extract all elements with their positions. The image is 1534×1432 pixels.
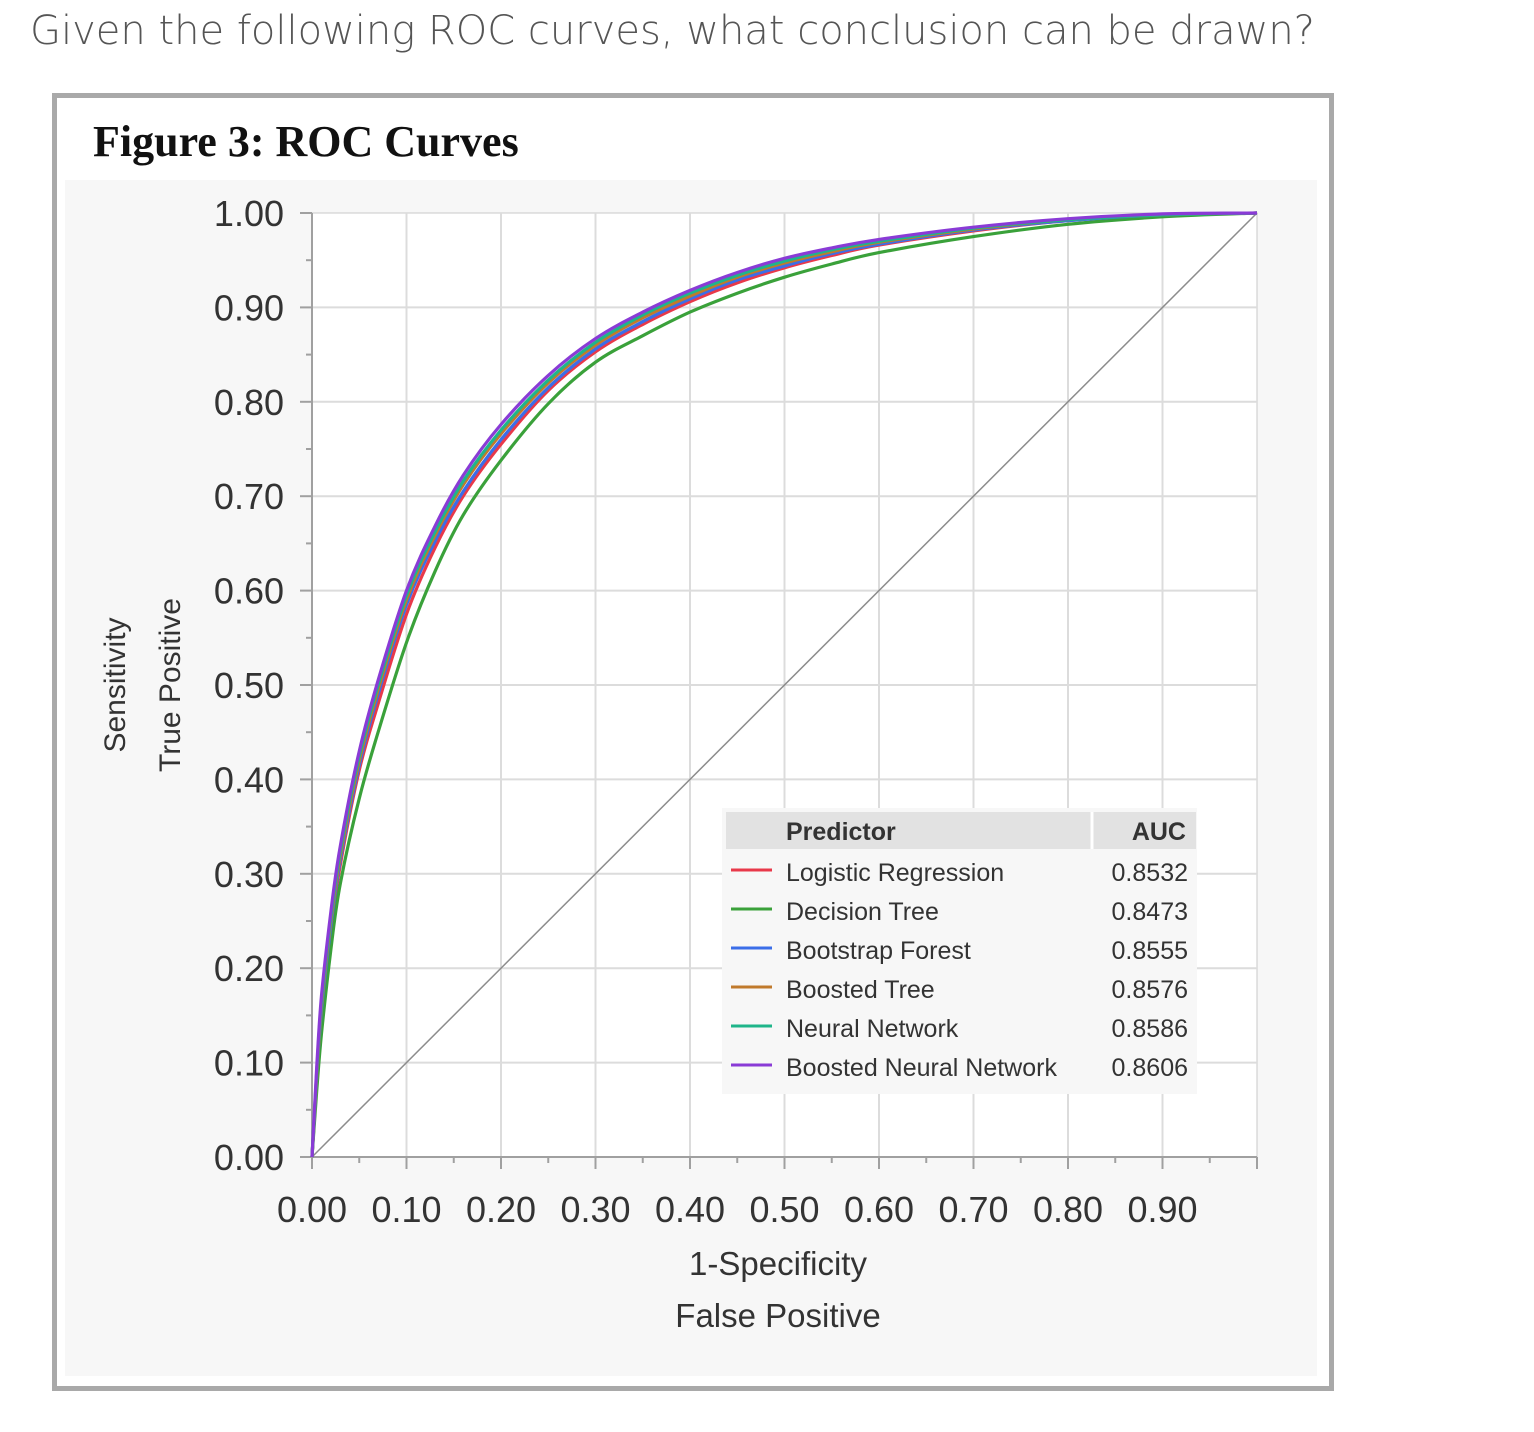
y-tick-label: 0.60 <box>214 571 284 612</box>
x-tick-label: 0.90 <box>1127 1189 1197 1230</box>
legend-predictor-name: Bootstrap Forest <box>786 937 971 965</box>
y-axis-label-true-positive: True Positive <box>154 598 187 772</box>
legend-rows: Logistic Regression 0.8532 Decision Tree 0.… <box>731 859 1188 1082</box>
y-tick-label: 0.50 <box>214 665 284 706</box>
question-text: Given the following ROC curves, what con… <box>30 8 1315 54</box>
roc-curves <box>310 211 1258 1158</box>
roc-curve-decision-tree <box>310 211 1258 1158</box>
legend-auc-value: 0.8576 <box>1112 976 1188 1004</box>
y-tick-labels: 0.00 0.10 0.20 0.30 0.40 0.50 0.60 0.70 0.80 0.90… <box>214 193 284 1178</box>
legend-auc-value: 0.8586 <box>1112 1015 1188 1043</box>
legend-auc-value: 0.8532 <box>1112 859 1188 887</box>
x-tick-label: 0.70 <box>938 1189 1008 1230</box>
x-tick-labels: 0.00 0.10 0.20 0.30 0.40 0.50 0.60 0.70 0.80 0.90 <box>277 1189 1198 1230</box>
x-tick-label: 0.50 <box>749 1189 819 1230</box>
legend: Predictor AUC Logistic Regression 0.8532 D… <box>722 808 1197 1094</box>
diagonal-reference-line <box>311 212 1258 1158</box>
x-tick-label: 0.00 <box>277 1189 347 1230</box>
legend-predictor-name: Logistic Regression <box>786 859 1004 887</box>
x-tick-label: 0.30 <box>560 1189 630 1230</box>
y-tick-label: 0.00 <box>214 1137 284 1178</box>
x-tick-label: 0.60 <box>844 1189 914 1230</box>
y-tick-label: 0.90 <box>214 287 284 328</box>
legend-bg <box>722 808 1197 1094</box>
y-tick-label: 0.10 <box>214 1043 284 1084</box>
legend-auc-value: 0.8555 <box>1112 937 1188 965</box>
legend-predictor-name: Neural Network <box>786 1015 959 1043</box>
x-tick-label: 0.40 <box>655 1189 725 1230</box>
figure-title: Figure 3: ROC Curves <box>93 117 519 166</box>
legend-predictor-name: Boosted Tree <box>786 976 935 1004</box>
legend-header-predictor: Predictor <box>786 818 896 846</box>
y-tick-label: 0.30 <box>214 854 284 895</box>
legend-auc-value: 0.8606 <box>1112 1054 1188 1082</box>
x-tick-label: 0.20 <box>466 1189 536 1230</box>
legend-predictor-name: Boosted Neural Network <box>786 1054 1057 1082</box>
legend-auc-value: 0.8473 <box>1112 898 1188 926</box>
x-tick-label: 0.10 <box>371 1189 441 1230</box>
y-axis-label-sensitivity: Sensitivity <box>99 617 132 752</box>
y-tick-label: 0.20 <box>214 948 284 989</box>
legend-predictor-name: Decision Tree <box>786 898 939 926</box>
x-axis-label-false-positive: False Positive <box>675 1297 880 1334</box>
axes <box>300 212 1258 1169</box>
x-tick-label: 0.80 <box>1033 1189 1103 1230</box>
roc-curve-boosted-neural-network <box>310 211 1258 1158</box>
legend-header-auc: AUC <box>1132 818 1186 846</box>
y-tick-label: 0.40 <box>214 759 284 800</box>
y-tick-label: 0.70 <box>214 476 284 517</box>
y-tick-label: 1.00 <box>214 193 284 234</box>
x-axis-label-specificity: 1-Specificity <box>689 1245 867 1282</box>
y-tick-label: 0.80 <box>214 382 284 423</box>
legend-header-bg <box>726 812 1196 849</box>
